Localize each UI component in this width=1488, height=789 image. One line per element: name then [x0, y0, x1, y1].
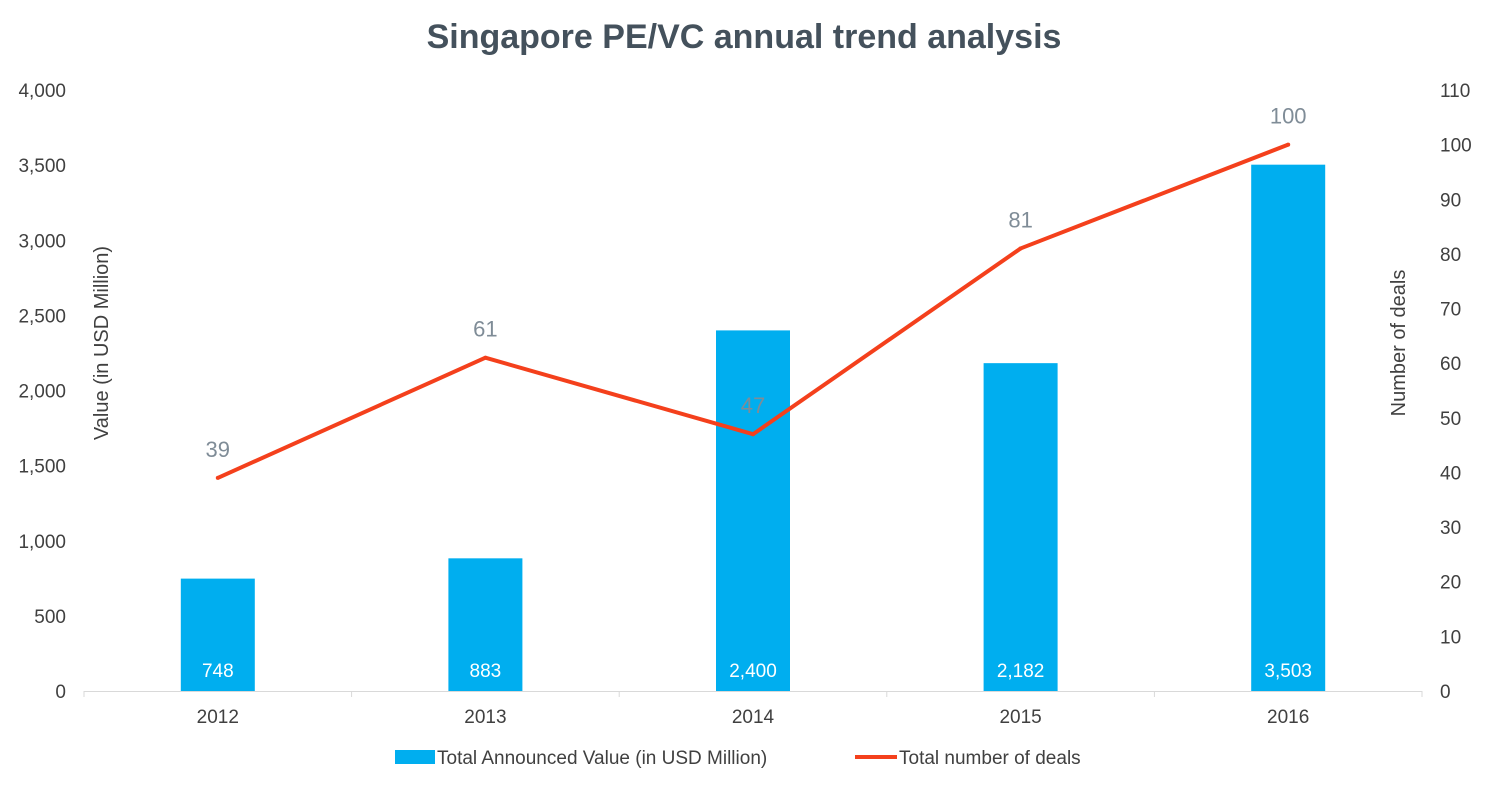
y2-tick-label: 60 [1440, 354, 1461, 375]
y2-tick-label: 90 [1440, 190, 1461, 211]
y-tick-label: 3,000 [18, 231, 66, 252]
x-tick-label-2012: 2012 [197, 707, 239, 728]
legend: Total Announced Value (in USD Million) T… [395, 748, 1081, 769]
legend-label-line: Total number of deals [899, 748, 1081, 769]
legend-swatch-bar [395, 750, 435, 764]
chart-title: Singapore PE/VC annual trend analysis [427, 18, 1062, 56]
y2-axis-title: Number of deals [1388, 270, 1410, 417]
y2-tick-label: 10 [1440, 627, 1461, 648]
x-tick-label-2016: 2016 [1267, 707, 1309, 728]
deals-value-label-2016: 100 [1270, 104, 1307, 129]
bars-layer [180, 164, 1326, 691]
y-tick-label: 1,000 [18, 532, 66, 553]
bar-2013 [448, 558, 523, 691]
y-tick-label: 500 [34, 607, 66, 628]
axes-layer: 2012 2013 2014 2015 201605001,0001,5002,0002… [18, 81, 1471, 728]
bar-2012 [180, 578, 255, 691]
bar-value-label-2015: 2,182 [997, 661, 1045, 682]
bar-2016 [1251, 164, 1326, 691]
bar-2014 [716, 330, 790, 691]
bar-value-label-2014: 2,400 [729, 661, 777, 682]
y-axis-title: Value (in USD Million) [91, 246, 113, 440]
deals-point-2013 [483, 355, 488, 360]
x-tick-label-2014: 2014 [732, 707, 775, 728]
y2-tick-label: 40 [1440, 463, 1461, 484]
deals-point-2016 [1286, 142, 1291, 147]
y2-tick-label: 100 [1440, 136, 1472, 157]
x-tick-label-2013: 2013 [464, 707, 506, 728]
y-tick-label: 2,500 [18, 306, 66, 327]
y2-tick-label: 70 [1440, 300, 1461, 321]
y-tick-label: 1,500 [18, 457, 66, 478]
y-tick-label: 3,500 [18, 156, 66, 177]
x-tick-label-2015: 2015 [999, 707, 1041, 728]
y2-tick-label: 80 [1440, 245, 1461, 266]
y-tick-label: 4,000 [18, 81, 66, 102]
deals-value-label-2013: 61 [473, 317, 497, 342]
bar-value-label-2013: 883 [470, 661, 502, 682]
deals-value-label-2014: 47 [741, 393, 765, 418]
y2-tick-label: 0 [1440, 682, 1451, 703]
bar-2015 [983, 363, 1058, 691]
y2-tick-label: 20 [1440, 573, 1461, 594]
deals-point-2015 [1018, 246, 1023, 251]
y-tick-label: 0 [55, 682, 66, 703]
deals-point-2012 [215, 475, 220, 480]
deals-value-label-2012: 39 [206, 437, 230, 462]
y2-tick-label: 30 [1440, 518, 1461, 539]
y2-tick-label: 110 [1440, 81, 1470, 102]
legend-label-bar: Total Announced Value (in USD Million) [437, 748, 767, 769]
labels-layer: 748 883 2,400 2,182 3,503 39 61 47 81 100 [202, 104, 1312, 682]
line-layer [215, 142, 1291, 480]
bar-value-label-2016: 3,503 [1264, 661, 1312, 682]
y2-tick-label: 50 [1440, 409, 1461, 430]
y-tick-label: 2,000 [18, 382, 66, 403]
bar-value-label-2012: 748 [202, 661, 234, 682]
deals-value-label-2015: 81 [1008, 207, 1032, 232]
deals-point-2014 [751, 432, 755, 437]
